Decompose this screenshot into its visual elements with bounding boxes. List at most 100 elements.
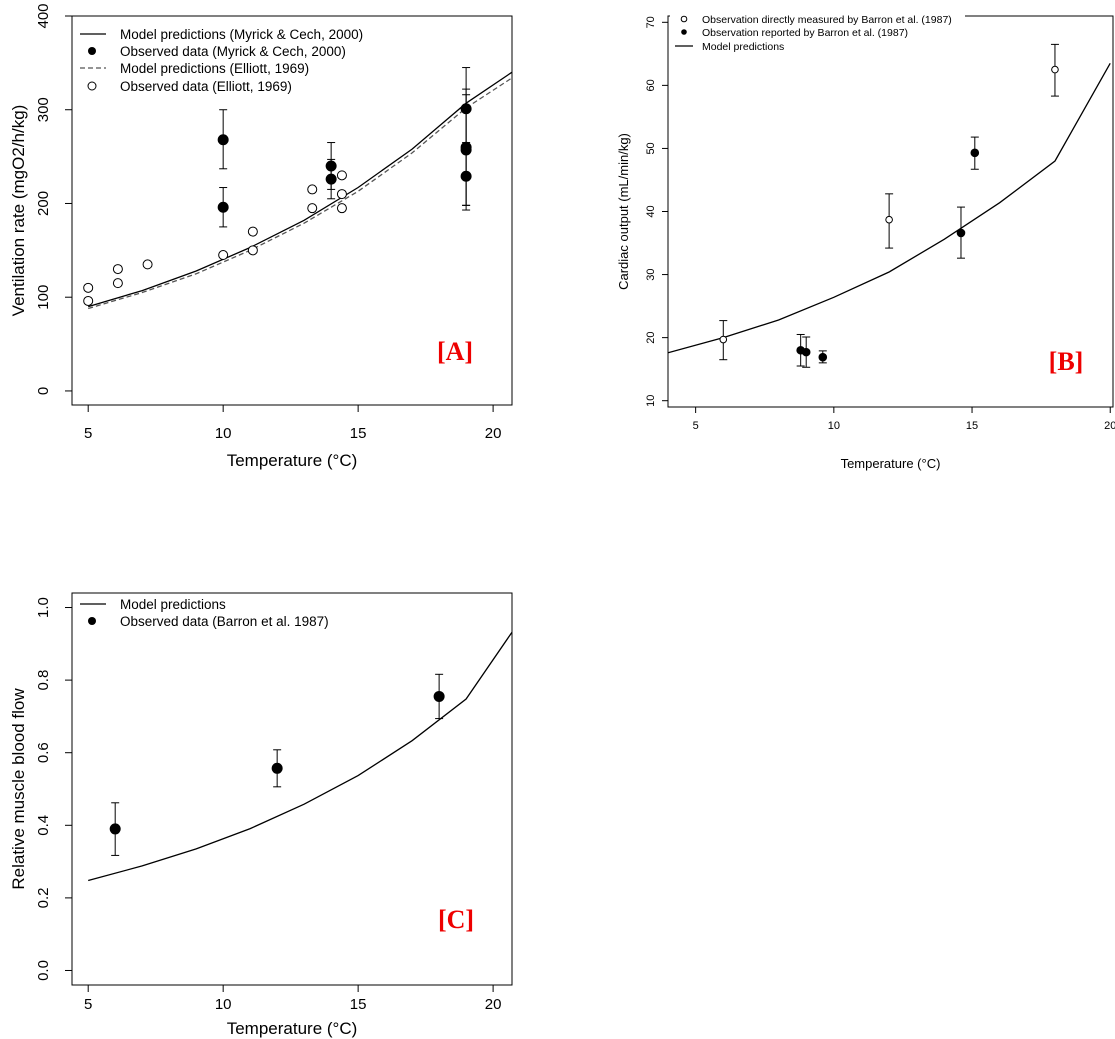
legend-label: Model predictions (Elliott, 1969) [120, 61, 309, 76]
data-point-open [307, 184, 318, 195]
data-point-open [307, 203, 318, 214]
data-point-filled [217, 201, 229, 213]
legend-marker-filled [681, 29, 687, 35]
x-tick-label: 15 [966, 420, 978, 432]
y-tick-label: 40 [645, 205, 657, 217]
data-point-filled [956, 228, 966, 238]
panel-tag: [B] [1049, 347, 1084, 376]
legend-label: Observation reported by Barron et al. (1… [702, 27, 908, 39]
series-line [88, 71, 512, 308]
data-point-open [1051, 65, 1059, 74]
y-tick-label: 1.0 [35, 597, 52, 618]
chart-panel-3: 5 10 15 20 0.0 0.2 0.4 0.6 0.8 1.0 Temperature (°C… [9, 592, 513, 1038]
series-line [88, 77, 512, 310]
plot-frame [71, 15, 513, 406]
plot-area [668, 43, 1111, 368]
legend-label: Observed data (Elliott, 1969) [120, 79, 292, 94]
series-line [88, 631, 512, 882]
data-point-filled [460, 170, 472, 182]
y-tick-label: 30 [645, 268, 657, 280]
data-point-filled [970, 148, 980, 158]
y-tick-label: 0.4 [35, 815, 52, 836]
x-tick-label: 5 [84, 996, 92, 1013]
legend-label: Model predictions (Myrick & Cech, 2000) [120, 27, 363, 42]
data-point-filled [325, 173, 337, 185]
data-point-filled [217, 134, 229, 146]
data-point-filled [109, 823, 121, 835]
panel-tag: [C] [438, 905, 474, 934]
plot-frame [667, 15, 1114, 408]
data-point-open [885, 215, 893, 224]
legend-box [670, 8, 965, 54]
plot-frame [71, 592, 513, 986]
data-point-open [112, 278, 123, 289]
x-tick-label: 20 [1104, 420, 1115, 432]
x-tick-label: 5 [84, 425, 92, 442]
y-axis-label: Relative muscle blood flow [9, 688, 28, 890]
legend: Model predictions (Myrick & Cech, 2000) O… [74, 18, 369, 100]
y-tick-label: 200 [35, 191, 52, 216]
legend: Model predictions Observed data (Barron e… [74, 595, 364, 630]
x-axis-label: Temperature (°C) [227, 1019, 358, 1038]
x-tick-label: 15 [350, 996, 367, 1013]
plot-area [88, 631, 512, 882]
data-point-open [336, 203, 347, 214]
y-tick-label: 10 [645, 395, 657, 407]
data-point-open [336, 170, 347, 181]
y-tick-label: 0.2 [35, 887, 52, 908]
chart-panel-2: 5 10 15 20 10 20 30 40 50 60 70 Temperature (°C) Car… [616, 8, 1115, 471]
x-axis-label: Temperature (°C) [841, 456, 941, 471]
y-tick-label: 300 [35, 97, 52, 122]
data-point-open [719, 335, 728, 344]
legend-marker-open [87, 81, 97, 91]
data-point-open [218, 250, 229, 261]
x-tick-label: 10 [828, 420, 840, 432]
x-tick-label: 15 [350, 425, 367, 442]
y-axis-label: Ventilation rate (mgO2/h/kg) [9, 105, 28, 317]
legend-label: Model predictions [702, 41, 784, 53]
y-tick-label: 0.8 [35, 670, 52, 691]
series-line [668, 62, 1111, 354]
data-point-filled [801, 347, 811, 357]
y-tick-label: 20 [645, 332, 657, 344]
y-tick-label: 50 [645, 142, 657, 154]
y-tick-label: 70 [645, 16, 657, 28]
legend-label: Observed data (Myrick & Cech, 2000) [120, 44, 346, 59]
data-point-open [336, 189, 347, 200]
legend-box [74, 18, 369, 100]
data-point-open [112, 264, 123, 275]
data-point-open [83, 295, 94, 306]
data-point-filled [271, 762, 283, 774]
y-axis-label: Cardiac output (mL/min/kg) [616, 133, 631, 290]
x-tick-label: 10 [215, 425, 232, 442]
legend-marker-filled [88, 617, 96, 625]
data-point-filled [433, 690, 445, 702]
legend-label: Observed data (Barron et al. 1987) [120, 614, 329, 629]
y-tick-label: 0.0 [35, 960, 52, 981]
legend-marker-filled [88, 47, 96, 55]
panel-tag: [A] [437, 337, 473, 366]
x-tick-label: 5 [693, 420, 699, 432]
legend-box [74, 595, 364, 630]
y-tick-label: 0 [35, 387, 52, 395]
legend-label: Model predictions [120, 597, 226, 612]
data-point-open [247, 245, 258, 256]
y-tick-label: 60 [645, 79, 657, 91]
legend: Observation directly measured by Barron … [670, 8, 965, 54]
y-tick-label: 0.6 [35, 742, 52, 763]
plot-area [83, 67, 512, 310]
legend-label: Observation directly measured by Barron … [702, 14, 952, 26]
y-tick-label: 400 [35, 3, 52, 28]
x-tick-label: 20 [485, 996, 502, 1013]
y-tick-label: 100 [35, 285, 52, 310]
x-tick-label: 20 [485, 425, 502, 442]
legend-marker-open [680, 15, 688, 23]
data-point-open [83, 282, 94, 293]
data-point-filled [818, 352, 828, 362]
x-axis-label: Temperature (°C) [227, 451, 358, 470]
data-point-open [247, 226, 258, 237]
data-point-open [142, 259, 153, 270]
x-tick-label: 10 [215, 996, 232, 1013]
